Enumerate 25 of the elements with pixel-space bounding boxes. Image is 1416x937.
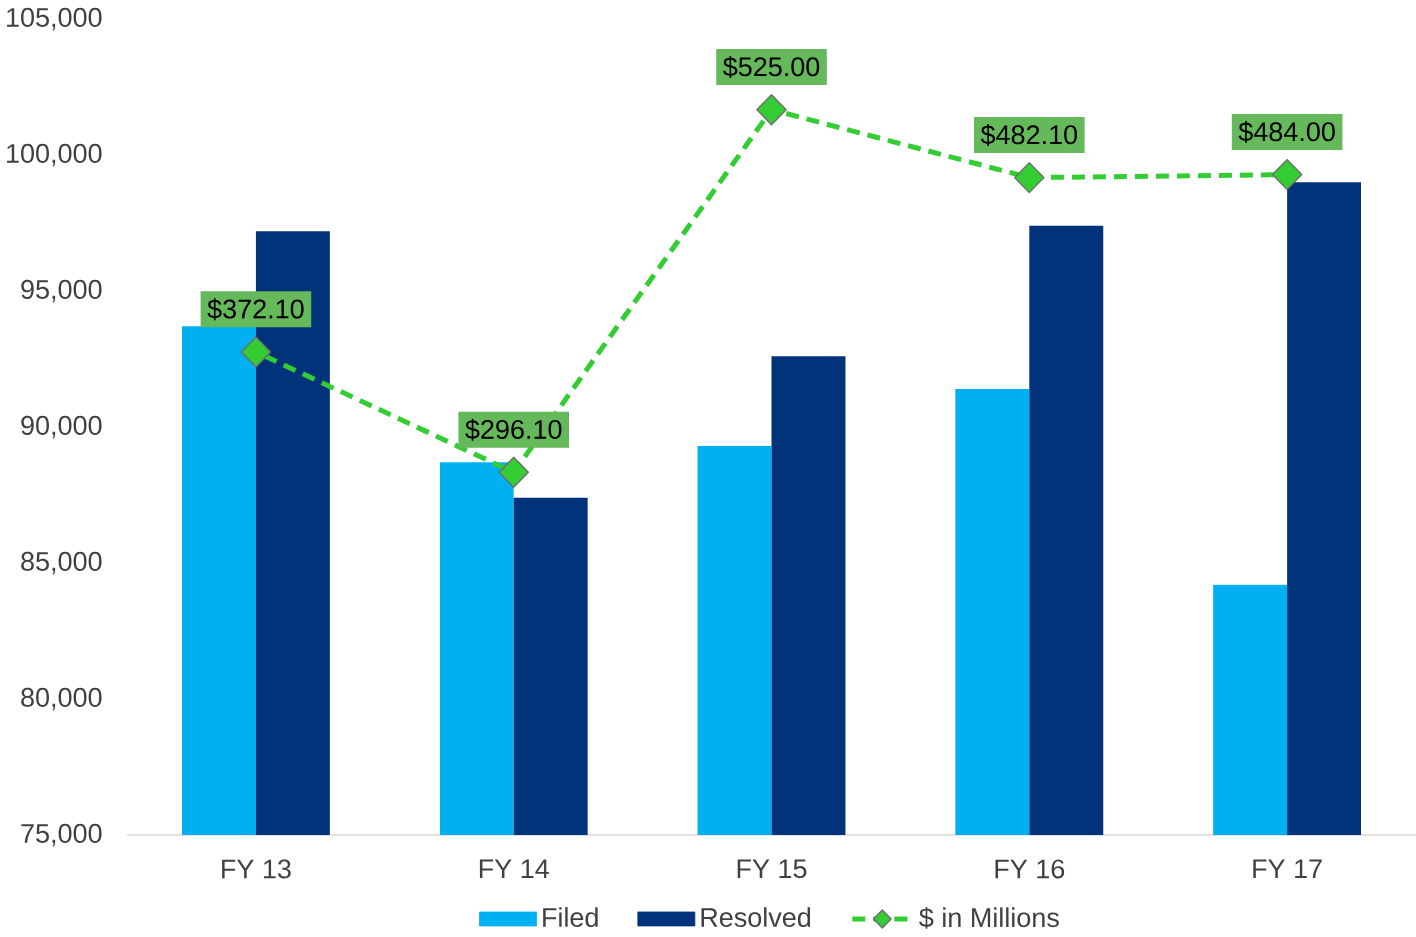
y-tick-label: 105,000 bbox=[7, 7, 102, 31]
x-tick-label: FY 16 bbox=[995, 859, 1065, 879]
data-label: $525.00 bbox=[722, 56, 820, 78]
point bbox=[240, 336, 272, 368]
point bbox=[756, 93, 787, 126]
data-label: $484.00 bbox=[1238, 121, 1335, 143]
legend-label: Resolved bbox=[701, 907, 811, 927]
y-tick-label: 100,000 bbox=[7, 143, 102, 167]
y-tick-label: 90,000 bbox=[21, 415, 102, 439]
point bbox=[1013, 161, 1045, 194]
legend-label: $ in Millions bbox=[919, 906, 1059, 929]
point bbox=[498, 456, 530, 489]
x-tick-label: FY 13 bbox=[222, 859, 291, 879]
y-tick-label: 95,000 bbox=[21, 279, 102, 303]
y-tick-label: 80,000 bbox=[21, 687, 102, 711]
legend-label: Filed bbox=[543, 907, 598, 927]
x-tick-label: FY 14 bbox=[479, 859, 549, 878]
point bbox=[1271, 158, 1303, 191]
y-tick-label: 75,000 bbox=[21, 823, 102, 847]
data-label: $296.10 bbox=[465, 418, 562, 441]
x-tick-label: FY 15 bbox=[737, 859, 807, 879]
y-tick-label: 85,000 bbox=[21, 551, 102, 575]
data-label: $482.10 bbox=[980, 124, 1078, 146]
x-tick-label: FY 17 bbox=[1253, 859, 1322, 878]
data-label: $372.10 bbox=[207, 298, 304, 321]
